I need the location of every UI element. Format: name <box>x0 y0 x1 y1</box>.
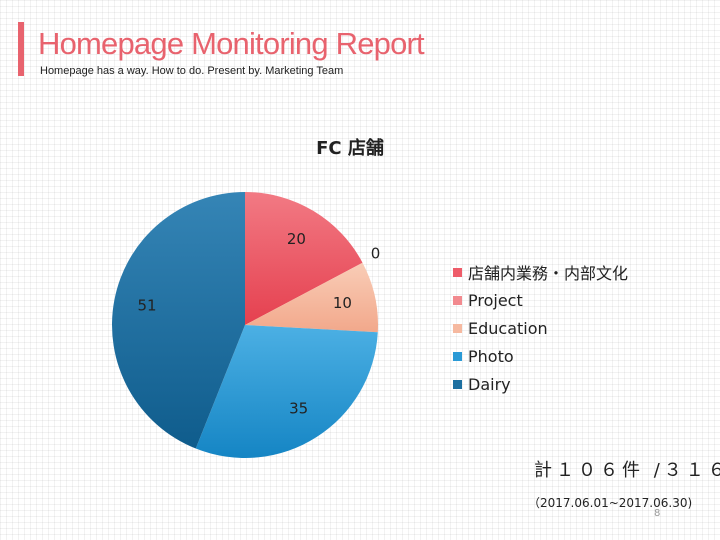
page-number: 8 <box>654 508 661 519</box>
legend-swatch <box>453 379 462 389</box>
legend-item: 店舗内業務・内部文化 <box>453 258 628 286</box>
legend-label: 店舗内業務・内部文化 <box>468 264 629 283</box>
slice-label: 51 <box>137 297 156 315</box>
slice-label: 0 <box>371 244 381 262</box>
total-count: 計１０６件 /３１６ <box>534 460 720 481</box>
slice-label: 35 <box>289 400 308 418</box>
legend-swatch <box>453 295 462 305</box>
pie-slice <box>195 325 378 458</box>
chart-title: FC 店舗 <box>316 138 384 159</box>
legend-swatch <box>453 323 462 333</box>
page-subtitle: Homepage has a way. How to do. Present b… <box>40 65 344 77</box>
legend-label: Education <box>468 318 548 338</box>
pie-slice <box>112 192 245 449</box>
legend-swatch <box>453 267 462 277</box>
page-title: Homepage Monitoring Report <box>38 26 425 61</box>
legend-item: Project <box>453 286 628 314</box>
chart-legend: 店舗内業務・内部文化 Project Education Photo Dairy <box>453 258 628 398</box>
legend-swatch <box>453 351 462 361</box>
legend-item: Photo <box>453 342 628 370</box>
legend-label: Dairy <box>468 374 511 394</box>
slice-label: 20 <box>287 230 306 248</box>
pie-slice <box>245 262 378 333</box>
legend-label: Photo <box>468 346 514 366</box>
date-range: （2017.06.01~2017.06.30) <box>528 496 693 510</box>
legend-item: Education <box>453 314 628 342</box>
slice-label: 10 <box>333 294 352 312</box>
legend-label: Project <box>468 290 523 310</box>
legend-item: Dairy <box>453 370 628 398</box>
title-accent-bar <box>18 22 24 76</box>
pie-slice <box>245 192 363 325</box>
